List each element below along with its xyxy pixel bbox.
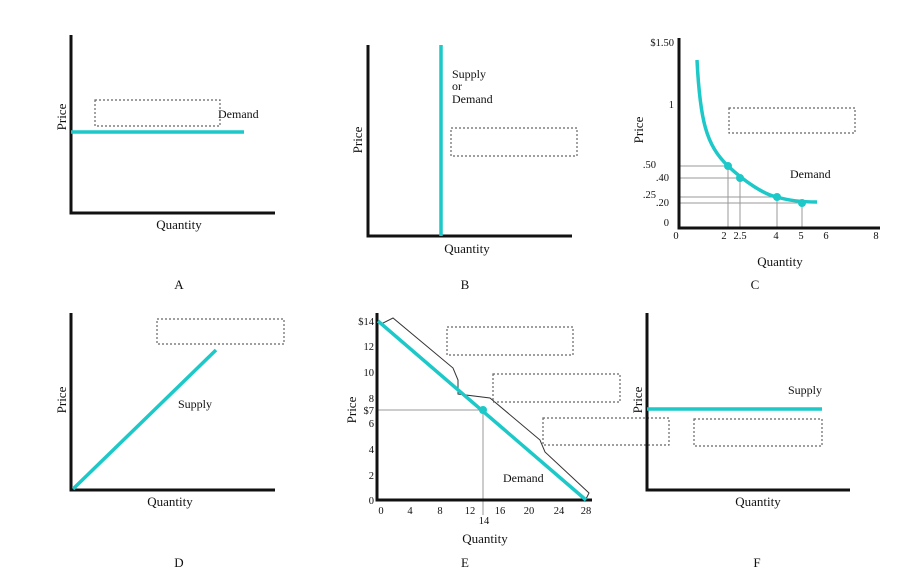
panel-c: Demand $1.50 1 .50 .40 .25 .20 0 0 2 2.5…: [631, 38, 880, 292]
x-tick-label: 0: [378, 506, 383, 517]
axes: [69, 35, 275, 215]
x-tick-label: 14: [479, 516, 490, 527]
x-tick-label: 2.5: [733, 231, 746, 242]
guides: [679, 165, 803, 228]
x-tick-label: 4: [773, 231, 779, 242]
y-tick-label: .20: [656, 198, 669, 209]
panel-letter: F: [753, 555, 760, 570]
panel-a: Demand Price Quantity A: [54, 35, 275, 292]
panel-b: Supply or Demand Price Quantity B: [350, 45, 578, 292]
y-label: Price: [54, 103, 69, 130]
y-label: Price: [350, 126, 365, 153]
y-tick-label: .25: [643, 190, 656, 201]
x-tick-label: 8: [873, 231, 878, 242]
curve-label: Supply: [788, 383, 822, 397]
supply-line: [71, 348, 218, 491]
panel-letter: E: [461, 555, 469, 570]
panel-letter: D: [174, 555, 183, 570]
y-label: Price: [344, 396, 359, 423]
x-tick-label: 2: [721, 231, 726, 242]
axes: [645, 313, 850, 492]
answer-box[interactable]: [492, 373, 621, 403]
y-tick-label: $1.50: [650, 38, 674, 49]
x-tick-label: 20: [524, 506, 535, 517]
x-label: Quantity: [757, 254, 803, 269]
demand-curve: [695, 59, 818, 204]
axes: [366, 45, 572, 238]
x-tick-label: 24: [554, 506, 565, 517]
panel-letter: A: [174, 277, 184, 292]
y-tick-label: .40: [656, 173, 669, 184]
point: [798, 199, 806, 207]
answer-box[interactable]: [94, 99, 221, 127]
y-tick-label: 8: [369, 394, 374, 405]
curve-label: Supply: [452, 67, 486, 81]
brace: [380, 317, 590, 500]
x-label: Quantity: [156, 217, 202, 232]
y-tick-label: .50: [643, 160, 656, 171]
curve-label: or: [452, 79, 462, 93]
y-tick-label: 10: [364, 368, 375, 379]
y-tick-label: 0: [369, 496, 374, 507]
curve-label: Supply: [178, 397, 212, 411]
point: [736, 174, 744, 182]
x-label: Quantity: [147, 494, 193, 509]
y-tick-label: 12: [364, 342, 375, 353]
curve-label: Demand: [503, 471, 544, 485]
answer-box[interactable]: [446, 326, 574, 356]
x-tick-label: 0: [673, 231, 678, 242]
x-tick-label: 28: [581, 506, 592, 517]
y-tick-label: 0: [664, 218, 669, 229]
point: [724, 162, 732, 170]
answer-box[interactable]: [542, 417, 670, 446]
panel-letter: C: [751, 277, 760, 292]
x-tick-label: 12: [465, 506, 476, 517]
answer-box[interactable]: [156, 318, 285, 345]
y-tick-label: 1: [669, 100, 674, 111]
axes: [375, 313, 592, 502]
axes: [677, 38, 880, 230]
y-tick-label: 6: [369, 419, 374, 430]
answer-box[interactable]: [450, 127, 578, 157]
point: [479, 406, 487, 414]
y-label: Price: [631, 116, 646, 143]
panel-d: Supply Price Quantity D: [54, 313, 285, 570]
point: [773, 193, 781, 201]
axes: [69, 313, 275, 492]
x-tick-label: 8: [437, 506, 442, 517]
curve-label: Demand: [452, 92, 493, 106]
curve-label: Demand: [218, 107, 259, 121]
x-tick-label: 5: [798, 231, 803, 242]
panel-e: Demand $14 12 10 8 $7 6 4 2 0 0 4 8 12 1…: [344, 313, 670, 570]
x-label: Quantity: [444, 241, 490, 256]
x-label: Quantity: [462, 531, 508, 546]
y-label: Price: [54, 386, 69, 413]
y-tick-label: 4: [369, 445, 375, 456]
y-tick-label: 2: [369, 471, 374, 482]
answer-box[interactable]: [693, 418, 823, 447]
y-tick-label: $7: [364, 406, 375, 417]
x-tick-label: 4: [407, 506, 413, 517]
y-tick-label: $14: [358, 317, 375, 328]
answer-box[interactable]: [728, 107, 856, 134]
curve-label: Demand: [790, 167, 831, 181]
x-tick-label: 16: [495, 506, 506, 517]
panel-f: Supply Price Quantity F: [630, 313, 850, 570]
x-label: Quantity: [735, 494, 781, 509]
x-tick-label: 6: [823, 231, 828, 242]
panel-letter: B: [461, 277, 470, 292]
y-label: Price: [630, 386, 645, 413]
